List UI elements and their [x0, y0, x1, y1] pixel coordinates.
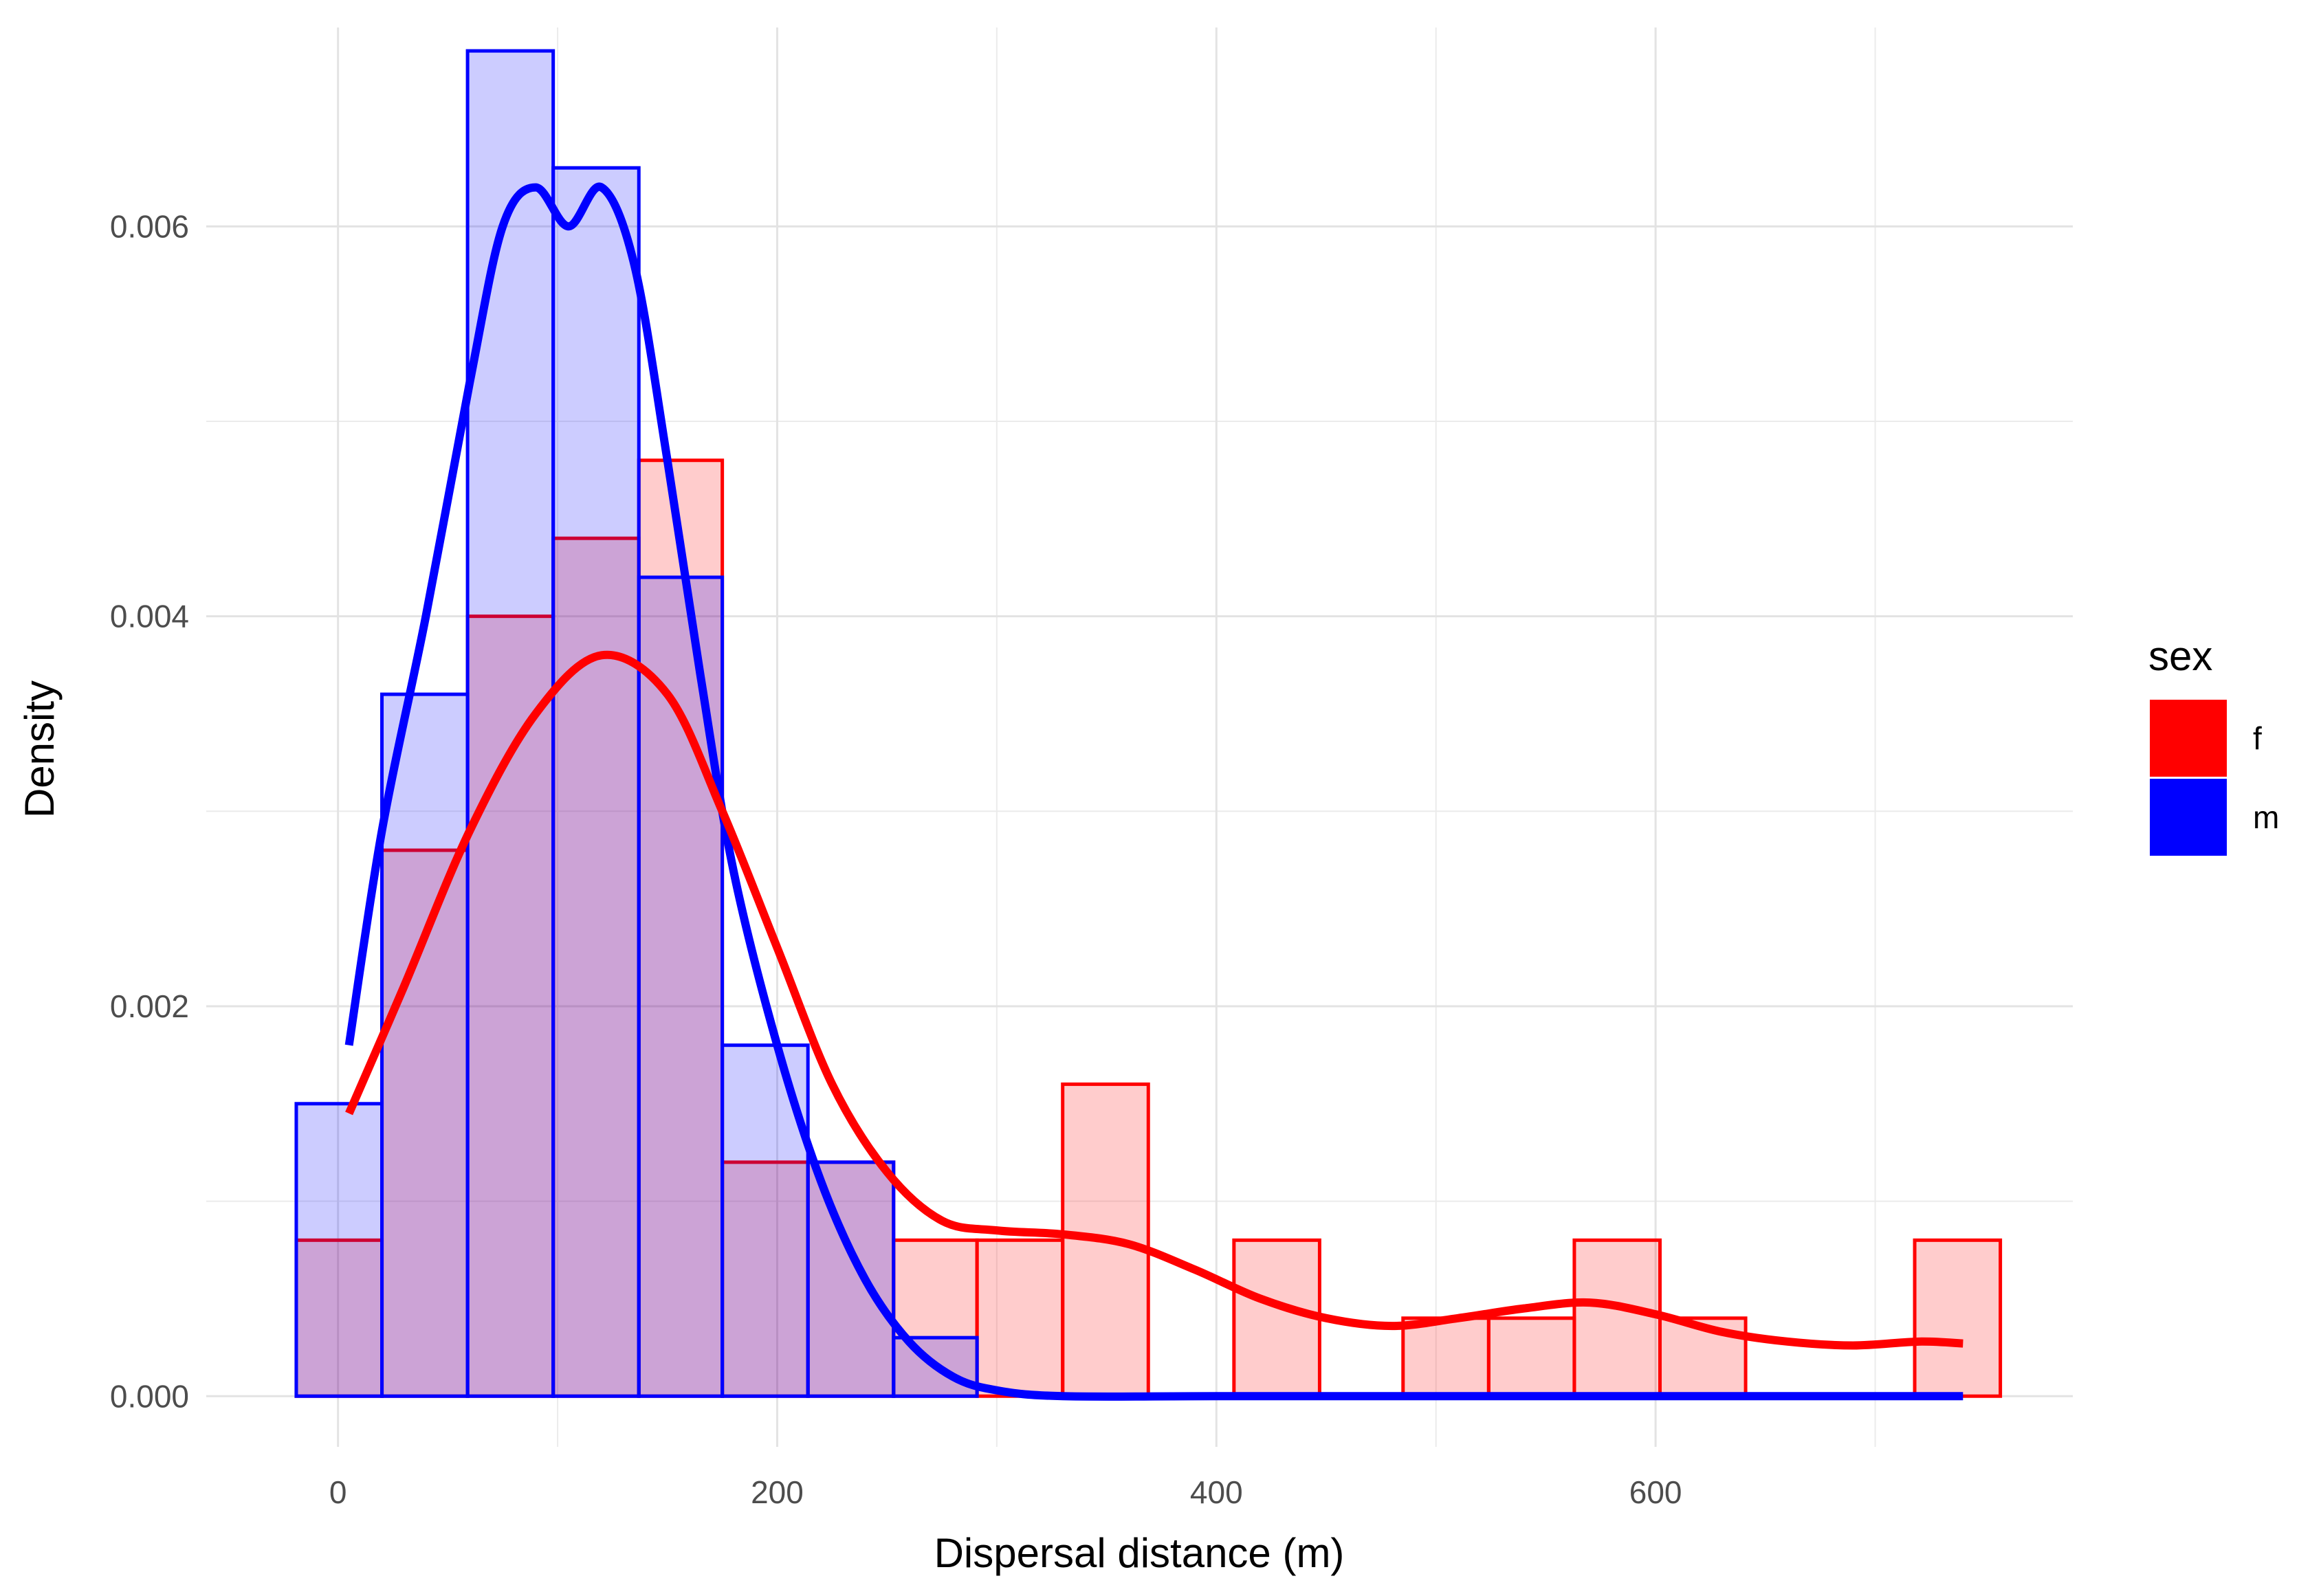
bar-m	[892, 1335, 979, 1398]
y-tick-label: 0.000	[110, 1378, 189, 1414]
legend-title: sex	[2148, 633, 2212, 679]
bar-m	[380, 692, 470, 1398]
bar-f	[975, 1238, 1065, 1398]
bar-m	[637, 575, 725, 1398]
bar-f	[1401, 1316, 1490, 1398]
bar-m	[806, 1160, 896, 1398]
x-tick-label: 400	[1190, 1474, 1243, 1510]
bar-group-m	[294, 49, 979, 1398]
y-tick-label: 0.006	[110, 208, 189, 244]
x-tick-label: 0	[329, 1474, 347, 1510]
bar-f	[1913, 1238, 2003, 1398]
y-tick-label: 0.004	[110, 599, 189, 634]
legend: sex f m	[2148, 633, 2279, 856]
density-curves	[344, 182, 1964, 1401]
histogram-bars	[294, 49, 2003, 1398]
legend-key-f	[2150, 700, 2227, 777]
legend-key-m	[2150, 779, 2227, 856]
bar-f	[1486, 1316, 1576, 1398]
density-curve-m	[344, 182, 1964, 1401]
bar-f	[1232, 1238, 1321, 1398]
x-tick-label: 200	[751, 1474, 804, 1510]
density-curve-f	[345, 650, 1964, 1350]
y-tick-label: 0.002	[110, 988, 189, 1024]
bar-m	[294, 1102, 384, 1398]
bar-m	[551, 166, 641, 1398]
axis-ticks: 0 200 400 600 0.000 0.002 0.004 0.006	[110, 208, 1682, 1510]
legend-label-m: m	[2253, 799, 2279, 835]
bar-m	[465, 49, 556, 1398]
x-axis-title: Dispersal distance (m)	[934, 1530, 1345, 1576]
bar-f	[1572, 1238, 1662, 1398]
x-tick-label: 600	[1629, 1474, 1682, 1510]
legend-label-f: f	[2253, 720, 2262, 756]
y-axis-title: Density	[16, 680, 63, 818]
